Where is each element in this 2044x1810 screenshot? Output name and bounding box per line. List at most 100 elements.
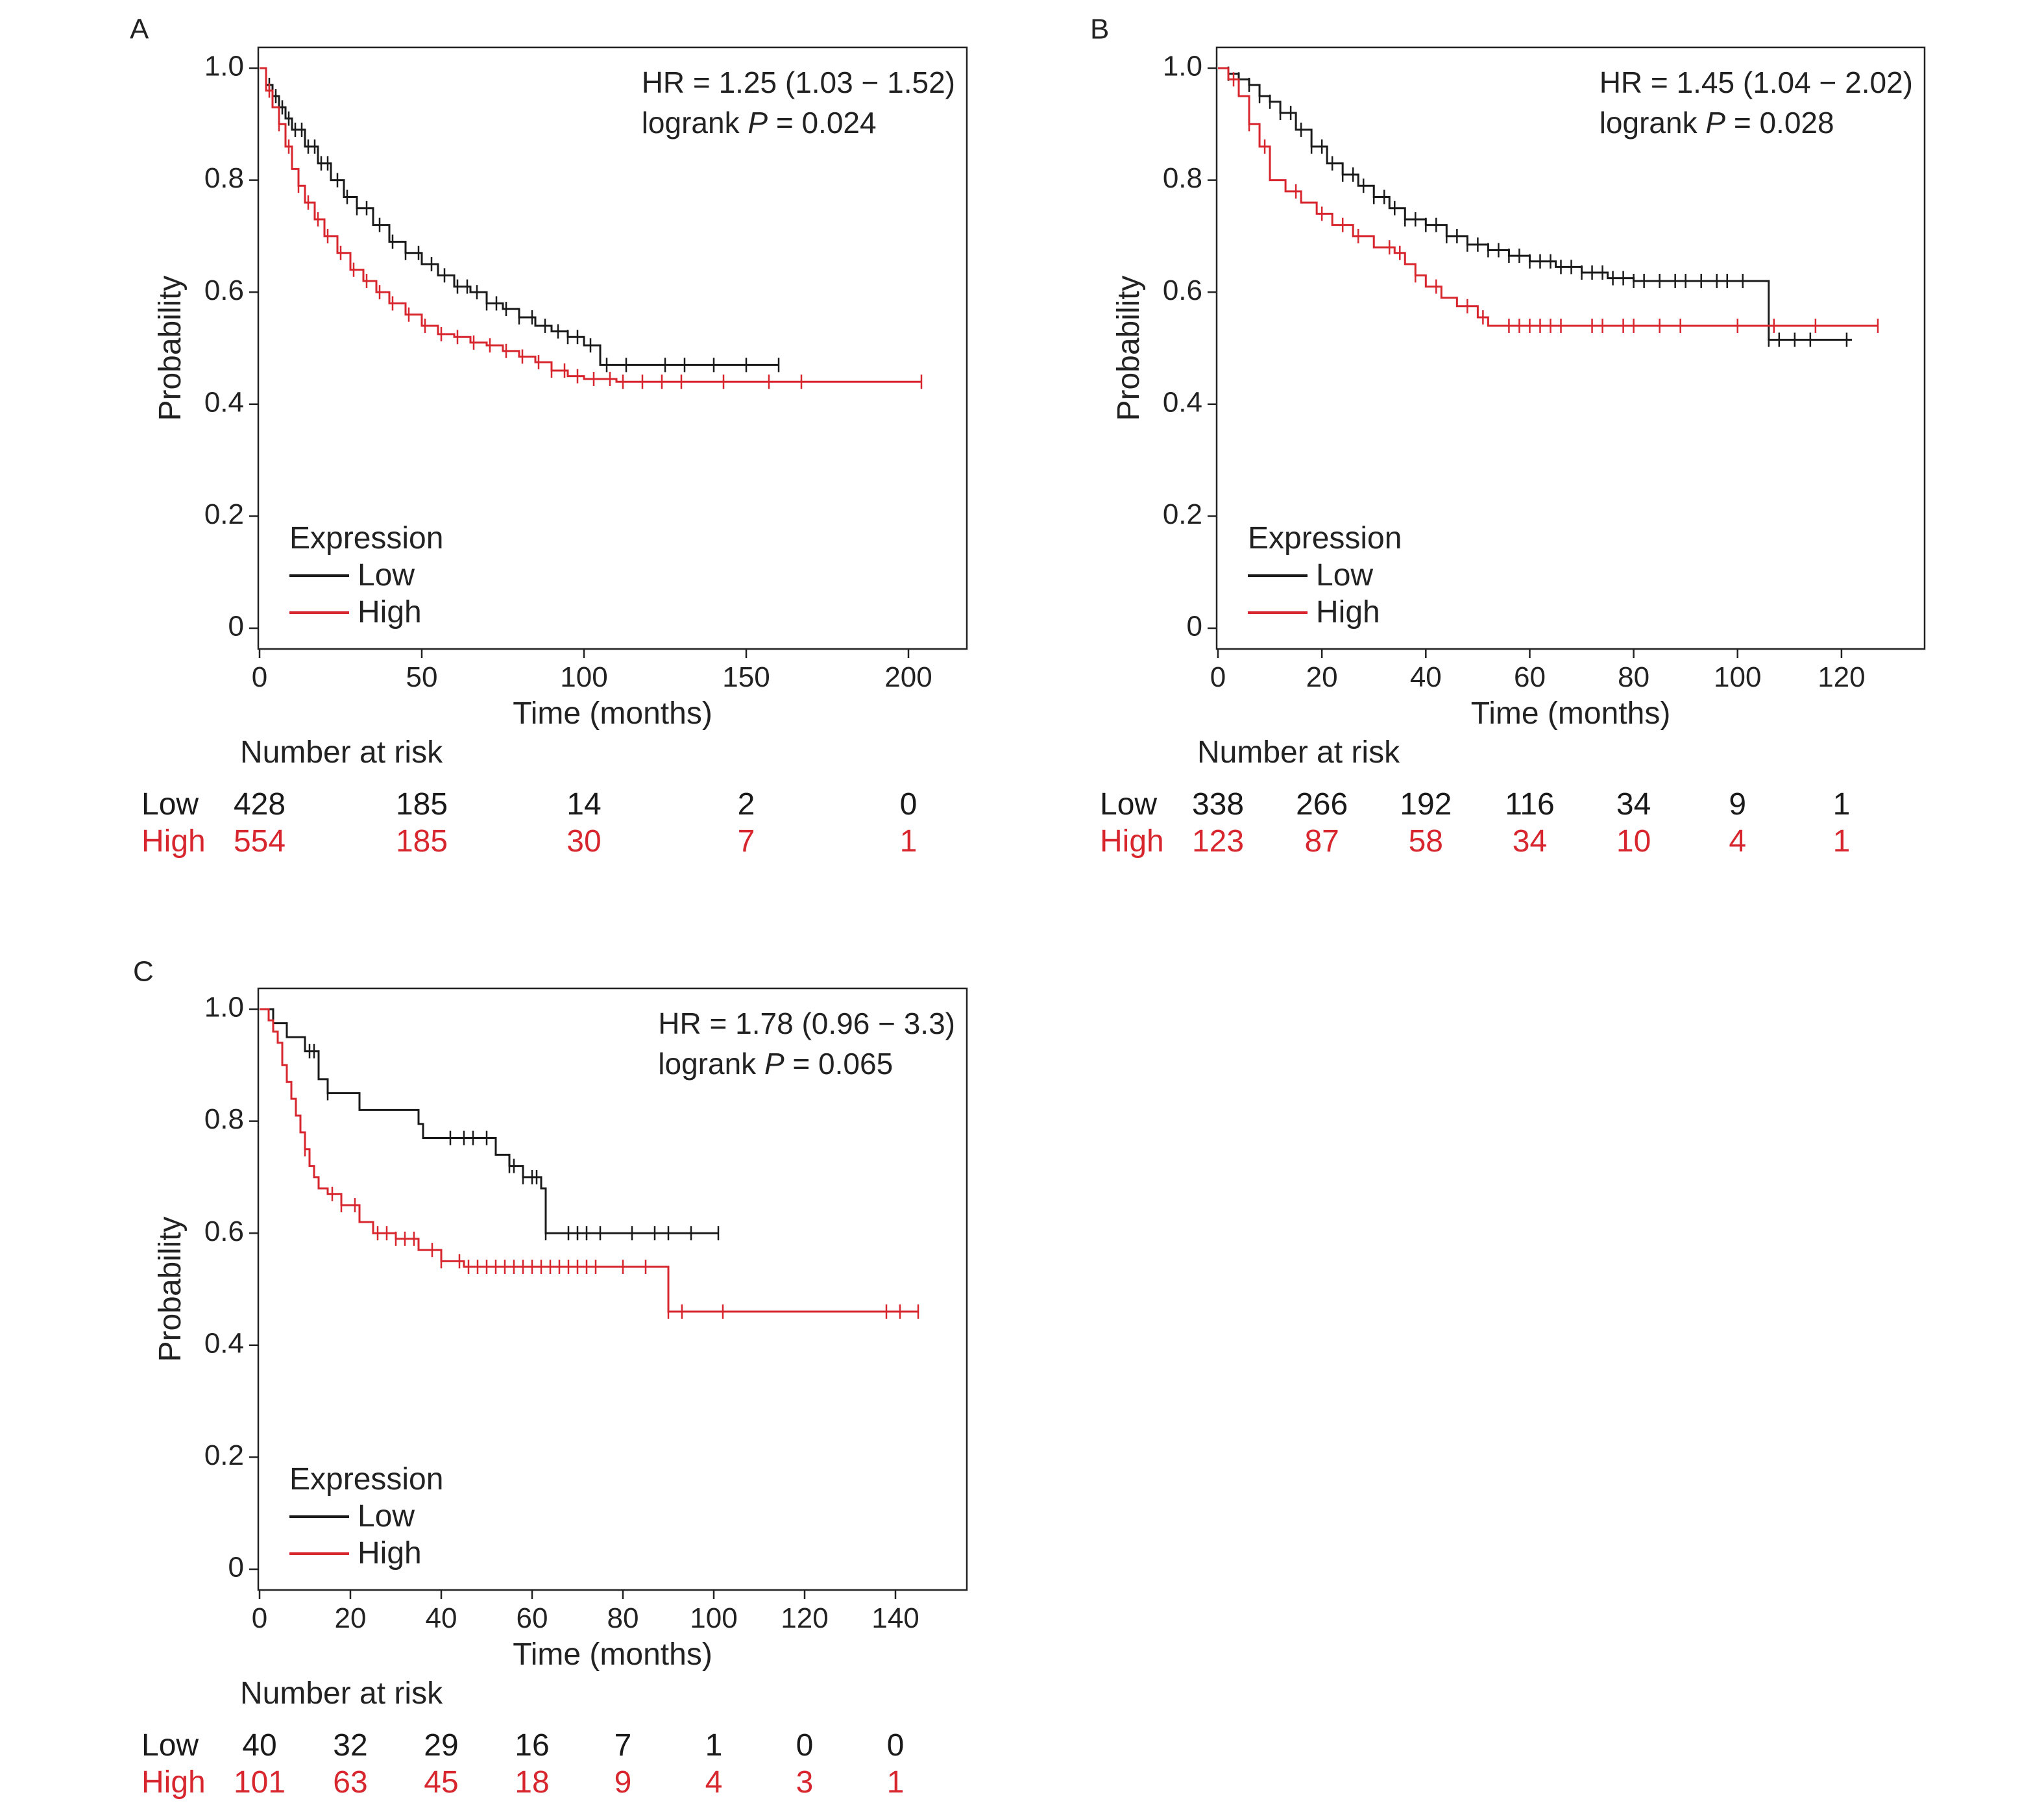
y-tick-label: 0.6 xyxy=(204,275,244,306)
y-tick-label: 0 xyxy=(228,611,244,642)
risk-count: 0 xyxy=(796,1728,814,1763)
series-low xyxy=(1218,66,1852,347)
p-symbol: P xyxy=(1705,106,1725,140)
risk-count: 266 xyxy=(1296,787,1348,822)
risk-count: 3 xyxy=(796,1765,814,1800)
legend-title: Expression xyxy=(289,1462,443,1497)
y-tick-label: 0.2 xyxy=(204,1439,244,1471)
logrank-prefix: logrank xyxy=(658,1047,764,1081)
x-tick-label: 50 xyxy=(406,661,438,693)
risk-count: 16 xyxy=(515,1728,549,1763)
x-tick-label: 20 xyxy=(335,1602,367,1634)
plot-frame xyxy=(1215,46,1926,650)
number-at-risk-table: Number at risk Low 428 185 14 2 0 High 554 185 30 7… xyxy=(141,735,917,859)
risk-count: 9 xyxy=(614,1765,632,1800)
risk-count: 32 xyxy=(333,1728,367,1763)
risk-count: 185 xyxy=(396,824,448,859)
series-high xyxy=(260,1008,919,1319)
risk-row-label-low: Low xyxy=(141,1728,199,1763)
y-tick-label: 0.8 xyxy=(204,1103,244,1135)
x-tick-label: 150 xyxy=(722,661,770,693)
legend-label-high: High xyxy=(358,595,422,630)
legend-title: Expression xyxy=(289,521,443,556)
risk-row-label-high: High xyxy=(141,1765,206,1800)
x-tick-label: 60 xyxy=(1514,661,1546,693)
logrank-text: logrank P = 0.028 xyxy=(1600,106,1834,140)
series-high xyxy=(260,67,923,389)
hazard-ratio-text: HR = 1.78 (0.96 − 3.3) xyxy=(658,1007,955,1040)
y-tick-label: 0.8 xyxy=(204,162,244,194)
x-tick-label: 100 xyxy=(1714,661,1761,693)
risk-count: 428 xyxy=(234,787,286,822)
risk-count: 10 xyxy=(1616,824,1651,859)
risk-row-label-low: Low xyxy=(1100,787,1157,822)
number-at-risk-title: Number at risk xyxy=(240,1676,443,1711)
survival-curve-low xyxy=(260,67,779,366)
risk-count: 2 xyxy=(738,787,755,822)
p-value: = 0.065 xyxy=(785,1047,894,1081)
hazard-ratio-text: HR = 1.45 (1.04 − 2.02) xyxy=(1600,66,1913,99)
risk-count: 45 xyxy=(424,1765,458,1800)
y-tick-label: 1.0 xyxy=(204,51,244,82)
panel-a: A 0 0.2 0.4 0.6 0.8 1.0 0 50 100 150 200 Time (month… xyxy=(130,14,968,859)
y-tick-label: 0.4 xyxy=(1163,386,1202,418)
x-tick-label: 40 xyxy=(426,1602,457,1634)
x-tick-label: 60 xyxy=(517,1602,548,1634)
x-tick-label: 200 xyxy=(884,661,932,693)
y-tick-label: 0.2 xyxy=(204,498,244,530)
risk-count: 34 xyxy=(1616,787,1651,822)
risk-count: 0 xyxy=(887,1728,905,1763)
p-value: = 0.024 xyxy=(768,106,877,140)
y-tick-label: 1.0 xyxy=(204,992,244,1023)
number-at-risk-title: Number at risk xyxy=(1197,735,1400,770)
risk-row-label-low: Low xyxy=(141,787,199,822)
legend-label-low: Low xyxy=(1316,558,1373,593)
legend-label-high: High xyxy=(358,1536,422,1571)
risk-count: 185 xyxy=(396,787,448,822)
x-tick-label: 80 xyxy=(607,1602,639,1634)
p-symbol: P xyxy=(764,1047,785,1081)
y-tick-label: 1.0 xyxy=(1163,51,1202,82)
risk-count: 14 xyxy=(566,787,601,822)
risk-count: 58 xyxy=(1409,824,1443,859)
risk-count: 0 xyxy=(900,787,918,822)
y-tick-label: 0.4 xyxy=(204,386,244,418)
risk-count: 7 xyxy=(614,1728,632,1763)
x-tick-label: 80 xyxy=(1618,661,1649,693)
y-tick-label: 0 xyxy=(1187,611,1202,642)
risk-count: 123 xyxy=(1192,824,1244,859)
y-tick-label: 0.6 xyxy=(204,1216,244,1247)
risk-count: 40 xyxy=(242,1728,276,1763)
risk-count: 1 xyxy=(887,1765,905,1800)
x-axis-label: Time (months) xyxy=(1471,696,1671,731)
x-tick-label: 120 xyxy=(1818,661,1865,693)
risk-count: 18 xyxy=(515,1765,549,1800)
logrank-text: logrank P = 0.065 xyxy=(658,1047,893,1081)
risk-count: 1 xyxy=(1833,824,1851,859)
risk-count: 9 xyxy=(1729,787,1746,822)
plot-frame xyxy=(257,987,968,1591)
panel-label: C xyxy=(133,956,154,988)
x-tick-label: 0 xyxy=(252,1602,267,1634)
x-tick-label: 100 xyxy=(560,661,607,693)
logrank-text: logrank P = 0.024 xyxy=(642,106,877,140)
risk-count: 1 xyxy=(705,1728,723,1763)
risk-row-label-high: High xyxy=(1100,824,1164,859)
y-tick-label: 0.4 xyxy=(204,1327,244,1359)
legend-label-low: Low xyxy=(358,558,415,593)
risk-count: 116 xyxy=(1505,787,1555,822)
risk-count: 338 xyxy=(1192,787,1244,822)
risk-count: 101 xyxy=(234,1765,286,1800)
series-high xyxy=(1218,67,1879,333)
risk-count: 554 xyxy=(234,824,286,859)
x-tick-label: 120 xyxy=(781,1602,828,1634)
legend-label-low: Low xyxy=(358,1499,415,1534)
y-axis-label: Probability xyxy=(153,275,188,421)
risk-count: 63 xyxy=(333,1765,367,1800)
survival-curve-high xyxy=(260,1008,918,1313)
x-axis-label: Time (months) xyxy=(513,1637,712,1672)
